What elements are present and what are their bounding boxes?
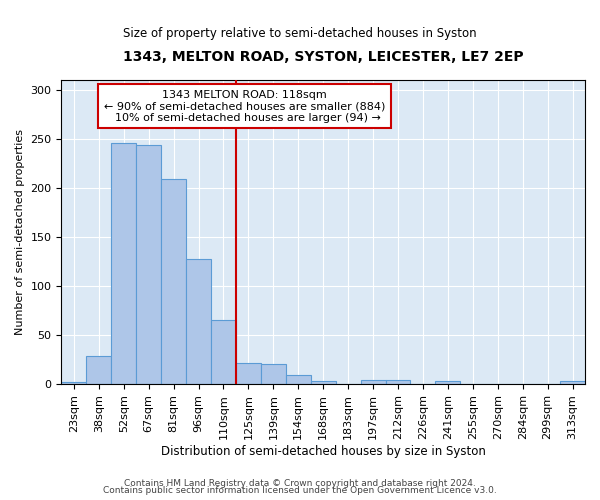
Bar (261, 364, 286, 384)
Bar (161, 180, 186, 384)
Bar (286, 376, 311, 384)
Text: Contains public sector information licensed under the Open Government Licence v3: Contains public sector information licen… (103, 486, 497, 495)
Bar (61, 382, 86, 384)
Bar (111, 143, 136, 384)
Bar (136, 145, 161, 384)
Bar (436, 381, 460, 384)
Bar (236, 362, 261, 384)
Text: Contains HM Land Registry data © Crown copyright and database right 2024.: Contains HM Land Registry data © Crown c… (124, 478, 476, 488)
Bar (386, 380, 410, 384)
Bar (311, 381, 335, 384)
Bar (86, 356, 111, 384)
Text: Size of property relative to semi-detached houses in Syston: Size of property relative to semi-detach… (123, 28, 477, 40)
Text: 1343 MELTON ROAD: 118sqm  
← 90% of semi-detached houses are smaller (884)
  10%: 1343 MELTON ROAD: 118sqm ← 90% of semi-d… (104, 90, 385, 123)
Y-axis label: Number of semi-detached properties: Number of semi-detached properties (15, 130, 25, 336)
Bar (560, 381, 585, 384)
Title: 1343, MELTON ROAD, SYSTON, LEICESTER, LE7 2EP: 1343, MELTON ROAD, SYSTON, LEICESTER, LE… (123, 50, 524, 64)
Bar (361, 380, 386, 384)
Bar (211, 320, 236, 384)
X-axis label: Distribution of semi-detached houses by size in Syston: Distribution of semi-detached houses by … (161, 444, 485, 458)
Bar (186, 258, 211, 384)
